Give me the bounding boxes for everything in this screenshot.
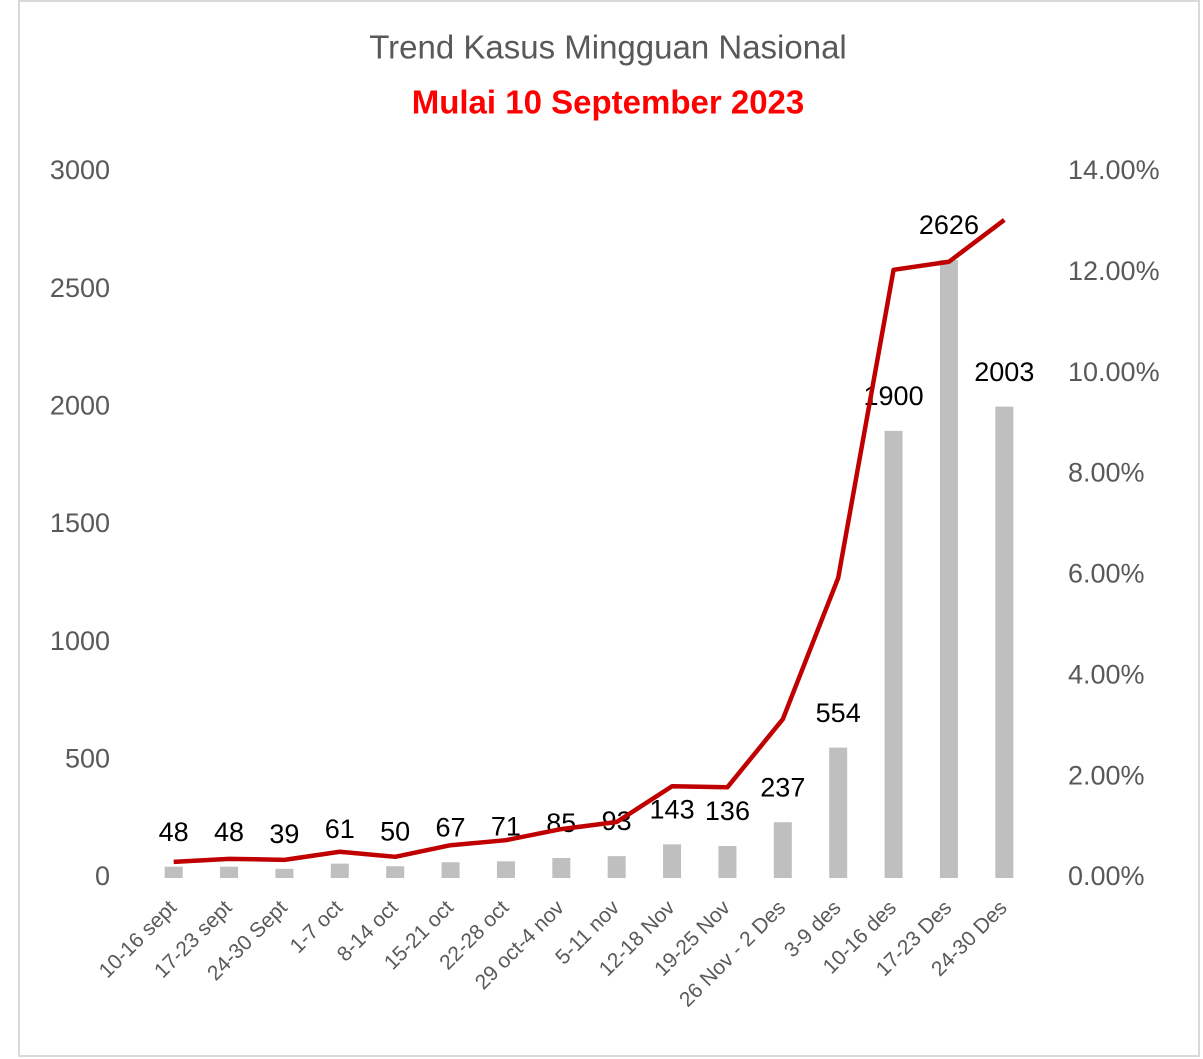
chart-title: Trend Kasus Mingguan Nasional <box>369 29 847 66</box>
y2-tick-label: 6.00% <box>1068 559 1145 589</box>
data-label: 2003 <box>974 357 1034 387</box>
bar <box>441 862 460 878</box>
data-label: 2626 <box>919 210 979 240</box>
data-label: 67 <box>436 812 466 842</box>
bar <box>496 861 515 878</box>
y-tick-label: 1000 <box>50 626 110 656</box>
data-label: 50 <box>380 816 410 846</box>
y-tick-label: 2500 <box>50 273 110 303</box>
y2-tick-label: 10.00% <box>1068 357 1160 387</box>
y2-tick-label: 4.00% <box>1068 659 1145 689</box>
bar <box>275 868 294 878</box>
bar <box>663 844 682 878</box>
data-label: 48 <box>159 817 189 847</box>
line <box>173 218 1006 865</box>
bar <box>386 866 405 878</box>
data-label: 237 <box>760 772 805 802</box>
bar <box>995 406 1014 878</box>
data-label: 39 <box>269 819 299 849</box>
y-tick-label: 0 <box>95 861 110 891</box>
y2-tick-label: 14.00% <box>1068 155 1160 185</box>
bar <box>220 866 239 878</box>
data-label: 136 <box>705 796 750 826</box>
y-tick-label: 2000 <box>50 390 110 420</box>
bar <box>330 863 349 878</box>
bar <box>829 747 848 878</box>
y2-tick-label: 0.00% <box>1068 861 1145 891</box>
y2-tick-label: 12.00% <box>1068 256 1160 286</box>
data-label: 85 <box>546 808 576 838</box>
data-label: 143 <box>650 794 695 824</box>
data-label: 61 <box>325 814 355 844</box>
bar <box>773 822 792 878</box>
bar <box>939 260 958 879</box>
y2-tick-label: 2.00% <box>1068 760 1145 790</box>
bar <box>718 845 737 878</box>
bar <box>552 857 571 878</box>
bar <box>607 856 626 878</box>
chart-subtitle: Mulai 10 September 2023 <box>412 84 805 121</box>
y-tick-label: 3000 <box>50 155 110 185</box>
data-label: 48 <box>214 817 244 847</box>
data-label: 554 <box>816 698 861 728</box>
bar <box>164 866 183 878</box>
y-tick-label: 500 <box>65 743 110 773</box>
y-tick-label: 1500 <box>50 508 110 538</box>
bar <box>884 430 903 878</box>
y2-tick-label: 8.00% <box>1068 458 1145 488</box>
